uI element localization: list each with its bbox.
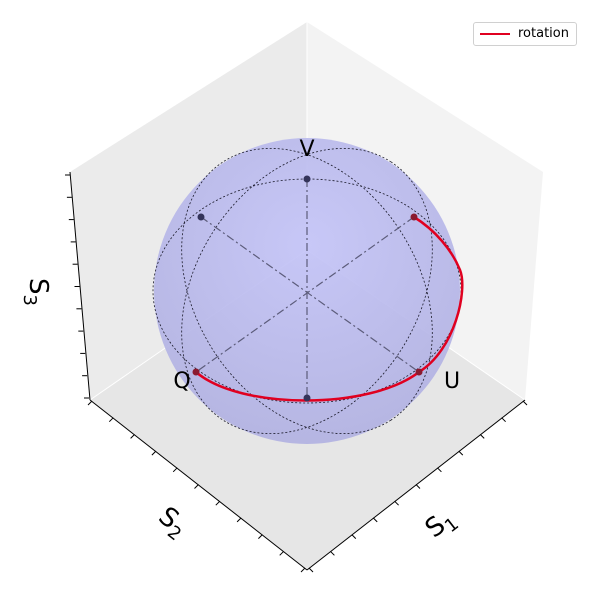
label-u: U [444,369,460,394]
diagonal-axis-1 [200,216,420,373]
axis-label-s3-sub: 3 [19,295,40,306]
s1-axis-tick [308,567,314,573]
sphere-axes [195,179,420,398]
s3-axis-line [69,171,91,401]
s1-axis-tick [394,500,399,506]
meridian-ellipse-1 [181,147,433,435]
s2-axis-tick [172,467,178,473]
s1-axis-tick [479,434,485,439]
point-q [192,368,200,376]
point-bottom [303,394,311,402]
legend-label: rotation [518,26,569,41]
axis-label-s2: S2 [150,501,193,545]
s2-axis-tick [130,434,135,439]
point-top-right [410,213,418,221]
label-v: V [299,137,314,162]
state-points [192,175,423,402]
s1-axis-tick [415,484,421,489]
s1-axis-tick [458,450,464,456]
s2-axis-tick [194,484,199,489]
label-q: Q [173,369,190,394]
diagonal-axis-2 [195,216,415,373]
axis-ticks [65,174,528,573]
s2-axis-tick [108,417,114,423]
s2-axis-tick [151,450,157,456]
point-v [303,175,311,183]
s1-axis-tick [330,550,335,556]
s2-axis-tick [236,517,242,523]
point-top-left [197,213,205,221]
axis-label-s1: S1 [420,503,463,547]
s1-axis-tick [437,467,442,473]
s2-axis-tick [87,400,93,406]
axis-label-s3: S3 [19,278,53,306]
legend-swatch [480,33,510,35]
legend: rotation [473,22,577,46]
s1-axis-tick [351,534,357,539]
meridian-ellipse-2 [181,147,433,435]
s2-axis-tick [258,534,263,539]
rotation-path [195,215,464,402]
s1-axis-tick [522,400,528,406]
s1-axis-tick [372,517,378,523]
s2-axis-tick [215,500,221,506]
point-u [415,368,423,376]
s2-axis-tick [300,567,306,573]
s2-axis-tick [279,550,285,556]
s1-axis-tick [501,417,506,423]
